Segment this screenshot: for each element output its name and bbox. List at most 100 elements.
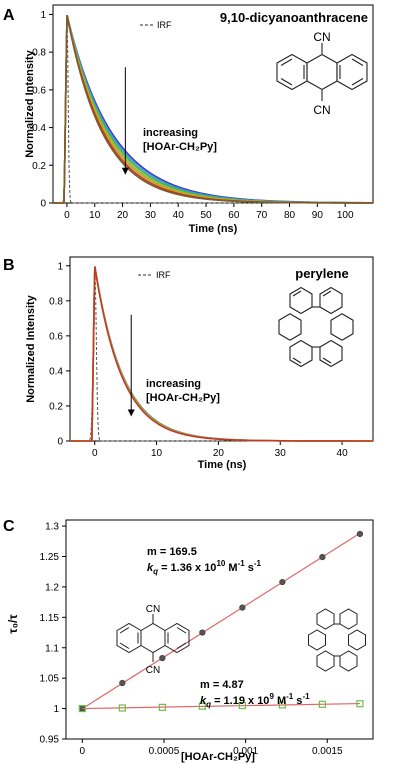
data-point-circle (159, 654, 166, 662)
y-tick-label: 1.2 (45, 582, 59, 593)
panel-a-x-axis-label: Time (ns) (189, 223, 238, 235)
panel-c-x-axis-label: [HOAr-CH₂Py] (181, 751, 255, 763)
decay-trace-5 (70, 266, 373, 442)
data-point-circle (356, 530, 364, 538)
y-tick-label: 0.4 (49, 366, 63, 377)
x-tick-label: 0 (64, 210, 70, 221)
x-tick-label: 30 (145, 210, 157, 221)
data-point-circle (199, 629, 206, 636)
x-tick-label: 40 (337, 448, 349, 459)
panel-b-x-axis-label: Time (ns) (198, 459, 247, 471)
data-point-square (318, 700, 326, 708)
x-tick-label: 40 (173, 210, 185, 221)
panel-a-arrowhead (121, 167, 129, 175)
fit-label-dca: m = 169.5 kq = 1.36 x 1010 M-1 s-1 (147, 546, 262, 576)
y-tick-label: 1.25 (40, 552, 60, 563)
perylene-structure (278, 286, 354, 368)
panel-a-legend: IRF (140, 20, 172, 30)
y-tick-label: 0 (57, 437, 63, 448)
y-tick-label: 0.2 (49, 401, 63, 412)
x-tick-label: 0.0015 (312, 746, 343, 757)
y-tick-label: 0.4 (32, 123, 46, 134)
panel-c-frame (65, 519, 374, 740)
panel-b-annotation-line1: increasing (146, 378, 201, 390)
y-tick-label: 0 (40, 199, 46, 210)
x-tick-label: 60 (228, 210, 240, 221)
x-tick-label: 0 (92, 448, 98, 459)
x-tick-label: 100 (337, 210, 354, 221)
perylene-kq-label: kq = 1.19 x 109 M-1 s-1 (200, 692, 310, 709)
panel-a-annotation-line2: [HOAr-CH₂Py] (143, 141, 217, 153)
cn-label-top-c: CN (146, 604, 160, 615)
x-tick-label: 10 (89, 210, 101, 221)
cn-label-bottom: CN (313, 103, 330, 117)
y-tick-label: 1.3 (45, 522, 59, 533)
panel-b: B 0 10 20 30 40 0 0.2 0.4 0.6 0.8 1 Time (ns) Nor… (3, 256, 374, 471)
panel-b-series (70, 266, 373, 442)
panel-c-y-axis-label: τ₀/τ (6, 614, 20, 634)
y-tick-label: 0.2 (32, 161, 46, 172)
y-tick-label: 1.05 (40, 674, 60, 685)
panel-b-y-axis-label: Normalized Intensity (25, 294, 37, 402)
data-point-square (278, 701, 286, 709)
data-point-square (238, 701, 246, 710)
panel-b-annotation: increasing [HOAr-CH₂Py] (127, 314, 220, 417)
x-tick-label: 50 (200, 210, 212, 221)
fit-line-1 (82, 702, 360, 710)
perylene-slope-label: m = 4.87 (200, 679, 244, 691)
y-tick-label: 0.6 (32, 85, 46, 96)
perylene-structure-c (308, 608, 366, 672)
x-tick-label: 90 (312, 210, 324, 221)
dicyanoanthracene-structure: CN CN (276, 30, 368, 117)
panel-b-annotation-line2: [HOAr-CH₂Py] (146, 392, 220, 404)
panel-a-annotation-line1: increasing (143, 127, 198, 139)
decay-trace-7 (53, 15, 373, 204)
y-tick-label: 0.95 (40, 735, 60, 746)
dca-kq-label: kq = 1.36 x 1010 M-1 s-1 (147, 559, 262, 576)
data-point-square (118, 704, 126, 712)
x-tick-label: 20 (213, 448, 225, 459)
x-tick-label: 20 (117, 210, 129, 221)
y-tick-label: 1.1 (45, 643, 59, 654)
y-tick-label: 1 (40, 10, 46, 21)
data-point-circle (239, 604, 246, 611)
data-point-square (356, 700, 364, 708)
irf-legend-label: IRF (157, 20, 172, 30)
panel-b-legend: IRF (138, 270, 171, 280)
panel-a-title: 9,10-dicyanoanthracene (220, 10, 368, 25)
data-point-circle (119, 679, 126, 687)
dca-slope-label: m = 169.5 (147, 546, 197, 558)
panel-a-x-ticks: 0 10 20 30 40 50 60 70 80 90 100 (64, 203, 354, 221)
panel-a-series (53, 14, 373, 204)
data-point-circle (279, 578, 286, 586)
data-point-square (198, 702, 206, 710)
panel-a-label: A (3, 7, 15, 24)
panel-c-y-ticks: 0.95 1 1.05 1.1 1.15 1.2 1.25 1.3 (40, 522, 66, 746)
panel-c-series (78, 530, 364, 713)
y-tick-label: 1 (53, 704, 59, 715)
panel-a-y-axis-label: Normalized Intensity (24, 49, 36, 157)
panel-b-arrowhead (127, 409, 135, 417)
cn-label-bottom-c: CN (146, 665, 160, 676)
panel-a-annotation: increasing [HOAr-CH₂Py] (121, 67, 217, 175)
cn-label-top: CN (313, 30, 330, 44)
irf-legend-label: IRF (156, 270, 171, 280)
data-point-square (158, 703, 166, 711)
x-tick-label: 0 (80, 746, 86, 757)
dicyanoanthracene-structure-c: CN CN (116, 604, 190, 676)
x-tick-label: 10 (151, 448, 163, 459)
panel-a: A 0 10 20 30 40 50 60 70 80 90 100 00.20.40.60.81 … (3, 4, 374, 235)
x-tick-label: 0.0005 (149, 746, 180, 757)
fit-label-perylene: m = 4.87 kq = 1.19 x 109 M-1 s-1 (200, 679, 310, 709)
y-tick-label: 1.15 (40, 613, 60, 624)
x-tick-label: 30 (275, 448, 287, 459)
panel-b-label: B (3, 257, 15, 274)
x-tick-label: 70 (256, 210, 268, 221)
panel-c-label: C (3, 518, 15, 535)
y-tick-label: 1 (57, 261, 63, 272)
panel-c: C 0 0.0005 0.001 0.0015 0.95 1 1.05 1.1 1.15 1.2… (3, 518, 374, 763)
panel-b-title: perylene (295, 266, 348, 281)
y-tick-label: 0.8 (49, 296, 63, 307)
data-point-square (78, 704, 86, 713)
